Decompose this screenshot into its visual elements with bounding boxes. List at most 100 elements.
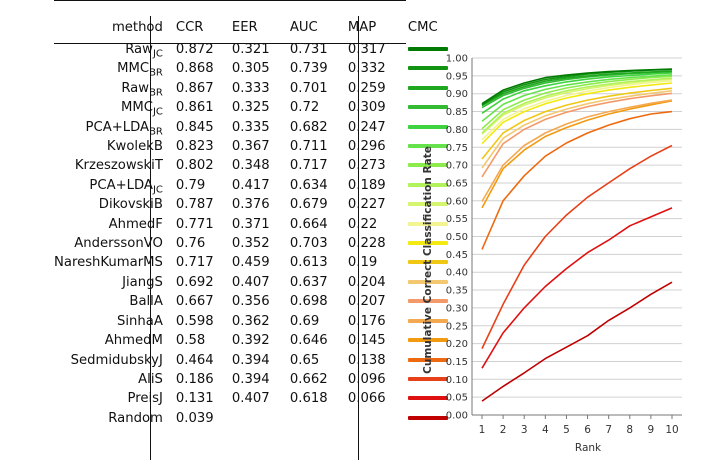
cmc-color-swatch [407,221,448,226]
map-cell: 0.296 [347,139,386,155]
eer-cell [226,409,284,428]
map-cell: 0.066 [347,391,386,407]
cmc-color-swatch [407,47,448,51]
method-cell: AliS [54,370,170,389]
map-cell: 0.259 [347,80,386,96]
auc-cell: 0.682 [289,119,328,135]
y-tick-label: 0.40 [446,268,468,279]
auc-cell: 0.701 [289,80,328,96]
cmc-swatch-cell [400,331,460,350]
eer-cell: 0.392 [231,333,270,349]
ccr-cell: 0.598 [175,313,214,329]
cmc-swatch-cell [400,137,460,156]
y-tick-label: 0.65 [446,178,468,189]
map-cell: 0.19 [347,255,378,271]
method-name: NareshKumarMS [54,255,163,271]
method-name: Raw [121,80,150,96]
auc-cell: 0.731 [289,42,328,57]
header-eer: EER [231,20,258,35]
auc-cell: 0.634 [289,177,328,193]
header-bottom-rule [54,43,406,44]
x-tick-label: 9 [648,424,655,436]
method-subscript: BR [149,87,163,99]
cmc-column-divider [358,16,359,460]
eer-cell: 0.459 [231,255,270,271]
table-row: SinhaA 0.598 0.362 0.69 0.176 [54,312,460,331]
y-tick-label: 0.05 [446,393,468,404]
ccr-cell: 0.667 [175,294,214,310]
map-cell: 0.22 [347,216,378,232]
ccr-cell: 0.823 [175,139,214,155]
method-name: KwolekB [106,139,163,155]
y-tick-label: 0.75 [446,143,468,154]
y-tick-label: 0.30 [446,303,468,314]
cmc-color-swatch [407,338,448,343]
cmc-swatch-cell [400,176,460,195]
method-column-divider [150,16,151,460]
cmc-swatch-cell [400,234,460,253]
ccr-cell: 0.787 [175,197,214,213]
cmc-swatch-cell [400,79,460,98]
auc-cell: 0.739 [289,61,328,77]
table-row: BallA 0.667 0.356 0.698 0.207 [54,292,460,311]
method-name: Random [108,410,163,426]
method-cell: SedmidubskyJ [54,351,170,370]
cmc-swatch-cell [400,312,460,331]
x-axis-label: Rank [575,442,602,454]
cmc-swatch-cell [400,98,460,117]
x-tick-label: 7 [605,424,612,436]
eer-cell: 0.335 [231,119,270,135]
header-cmc: CMC [407,20,438,35]
method-name: MMC [120,100,153,116]
method-cell: NareshKumarMS [54,253,170,272]
cmc-color-swatch [407,396,448,401]
eer-cell: 0.305 [231,61,270,77]
cmc-color-swatch [407,85,448,90]
auc-cell: 0.711 [289,139,328,155]
cmc-color-swatch [407,415,448,420]
method-cell: MMCJC [54,98,170,117]
ccr-cell: 0.717 [175,255,214,271]
header-method: method [111,20,163,35]
auc-cell [284,409,342,428]
cmc-color-swatch [407,124,448,129]
eer-cell: 0.371 [231,216,270,232]
map-cell: 0.309 [347,100,386,116]
table-row: AhmedF 0.771 0.371 0.664 0.22 [54,215,460,234]
cmc-series-line [481,90,673,169]
y-tick-label: 0.50 [446,232,468,243]
eer-cell: 0.394 [231,352,270,368]
cmc-series-line [481,144,673,349]
map-cell: 0.317 [347,42,386,57]
cmc-chart: 0.00 0.05 0.10 0.15 0.20 0.25 0.30 0.35 0.40 0.45… [422,54,682,454]
auc-cell: 0.69 [289,313,320,329]
cmc-series-line [481,77,673,134]
cmc-swatch-cell [400,253,460,272]
y-tick-label: 0.25 [446,321,468,332]
x-tick-label: 4 [542,424,549,436]
auc-cell: 0.72 [289,100,320,116]
header-auc: AUC [289,20,318,35]
auc-cell: 0.65 [289,352,320,368]
table-row: AliS 0.186 0.394 0.662 0.096 [54,370,460,389]
table-row: PCA+LDABR 0.845 0.335 0.682 0.247 [54,118,460,137]
table-row: MMCBR 0.868 0.305 0.739 0.332 [54,59,460,79]
cmc-series-line [481,92,673,178]
eer-cell: 0.348 [231,158,270,174]
auc-cell: 0.618 [289,391,328,407]
method-cell: JiangS [54,273,170,292]
map-cell: 0.207 [347,294,386,310]
y-tick-label: 0.15 [446,357,468,368]
cmc-swatch-cell [400,389,460,408]
eer-cell: 0.325 [231,100,270,116]
table-row: JiangS 0.692 0.407 0.637 0.204 [54,273,460,292]
ccr-cell: 0.868 [175,61,214,77]
method-name: AhmedM [104,333,163,349]
cmc-series-line [481,78,673,135]
table-row: KrzeszowskiT 0.802 0.348 0.717 0.273 [54,156,460,175]
table-row: Random 0.039 [54,409,460,428]
cmc-color-swatch [407,202,448,207]
method-cell: MMCBR [54,59,170,78]
method-subscript: JC [152,48,163,60]
y-tick-label: 0.90 [446,89,468,100]
